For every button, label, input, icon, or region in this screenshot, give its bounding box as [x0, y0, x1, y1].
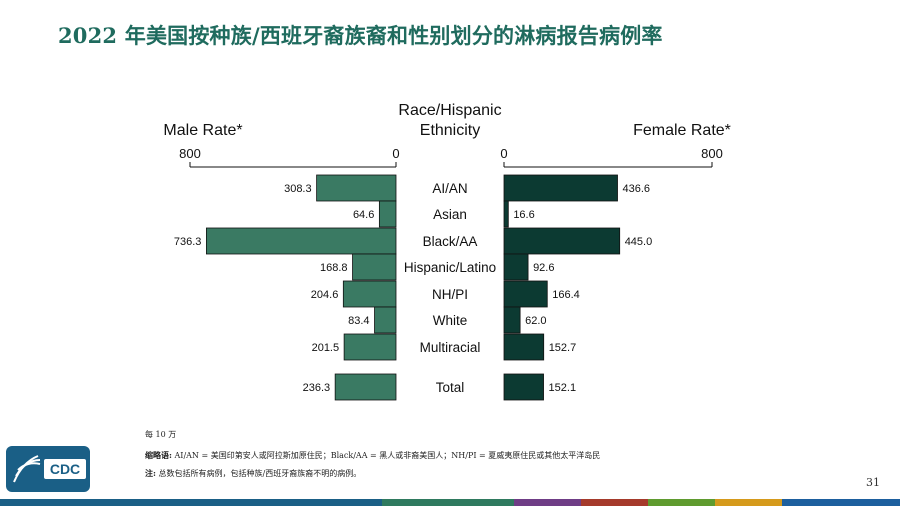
female-value-label: 16.6 — [513, 209, 534, 221]
page-title: 2022 年美国按种族/西班牙裔族裔和性别划分的淋病报告病例率 — [58, 23, 663, 48]
abbreviation-text: AI/AN = 美国印第安人或阿拉斯加原住民；Black/AA = 黑人或非裔美… — [174, 451, 601, 460]
female-series-label: Female Rate* — [633, 122, 731, 139]
page-number: 31 — [866, 476, 880, 489]
male-value-label: 736.3 — [174, 236, 202, 248]
female-bar — [503, 200, 509, 228]
cdc-text: CDC — [50, 461, 80, 477]
male-bar — [352, 253, 397, 281]
male-value-label: 308.3 — [284, 183, 312, 195]
abbreviation-note: 缩略语: AI/AN = 美国印第安人或阿拉斯加原住民；Black/AA = 黑… — [145, 451, 600, 460]
female-value-label: 166.4 — [552, 289, 580, 301]
center-header-line-1: Race/Hispanic — [398, 102, 501, 119]
female-bar — [503, 253, 529, 281]
footer-color-segment — [0, 499, 382, 506]
male-bar — [374, 306, 397, 334]
male-value-label: 64.6 — [353, 209, 374, 221]
total-note: 注: 总数包括所有病例，包括种族/西班牙裔族裔不明的病例。 — [145, 469, 361, 478]
female-bar — [503, 333, 545, 361]
category-label: Total — [436, 380, 465, 395]
cdc-logo: CDC — [6, 446, 90, 492]
male-bar — [316, 174, 397, 202]
female-value-label: 436.6 — [623, 183, 651, 195]
category-label: Asian — [433, 207, 467, 222]
female-bar — [503, 227, 621, 255]
hhs-eagle-icon — [13, 455, 41, 483]
female-bar — [503, 280, 548, 308]
footer-color-segment — [514, 499, 581, 506]
male-value-label: 83.4 — [348, 315, 369, 327]
male-bar — [342, 280, 397, 308]
unit-note: 每 10 万 — [145, 430, 177, 439]
axis-tick-label: 0 — [500, 146, 507, 161]
category-label: Black/AA — [423, 234, 478, 249]
male-value-label: 168.8 — [320, 262, 348, 274]
axis-tick-label: 0 — [392, 146, 399, 161]
axis-tick-label: 800 — [701, 146, 723, 161]
male-value-label: 204.6 — [311, 289, 339, 301]
female-bar — [503, 373, 544, 401]
footer-color-segment — [648, 499, 715, 506]
category-label: White — [433, 313, 468, 328]
abbreviation-label: 缩略语: — [145, 450, 172, 460]
note-text: 总数包括所有病例，包括种族/西班牙裔族裔不明的病例。 — [158, 469, 362, 478]
male-value-label: 236.3 — [303, 382, 331, 394]
footer-color-segment — [782, 499, 900, 506]
center-header-line-2: Ethnicity — [420, 122, 480, 139]
category-label: NH/PI — [432, 287, 468, 302]
female-value-label: 445.0 — [625, 236, 653, 248]
male-bar — [206, 227, 397, 255]
category-label: AI/AN — [432, 181, 467, 196]
category-label: Hispanic/Latino — [404, 260, 496, 275]
female-bar — [503, 174, 618, 202]
female-value-label: 92.6 — [533, 262, 554, 274]
footer-color-bar — [0, 499, 900, 506]
male-bar — [343, 333, 397, 361]
female-bar — [503, 306, 521, 334]
male-bar — [378, 200, 397, 228]
female-value-label: 152.7 — [549, 342, 577, 354]
note-label: 注: — [145, 468, 156, 478]
female-value-label: 62.0 — [525, 315, 546, 327]
cdc-badge — [44, 459, 86, 479]
axis-tick-label: 800 — [179, 146, 201, 161]
footer-color-segment — [581, 499, 648, 506]
category-label: Multiracial — [420, 340, 481, 355]
female-value-label: 152.1 — [549, 382, 577, 394]
footer-color-segment — [715, 499, 782, 506]
male-series-label: Male Rate* — [163, 122, 242, 139]
male-bar — [334, 373, 397, 401]
male-value-label: 201.5 — [312, 342, 340, 354]
pyramid-chart: Male Rate* Female Rate* Race/Hispanic Ethni… — [163, 102, 731, 401]
footer-color-segment — [382, 499, 514, 506]
